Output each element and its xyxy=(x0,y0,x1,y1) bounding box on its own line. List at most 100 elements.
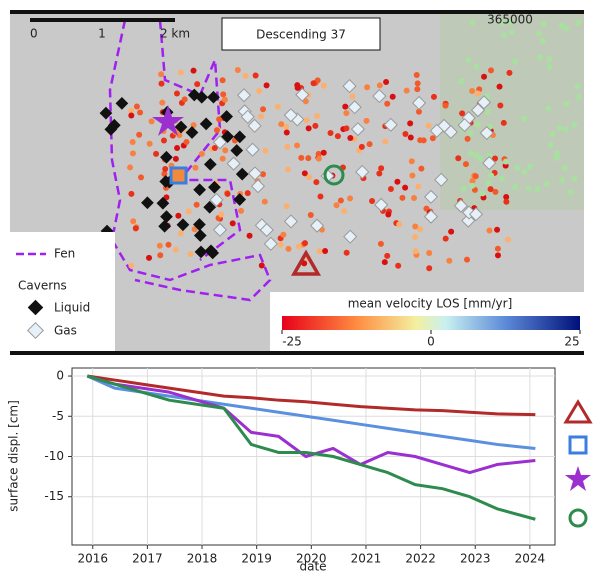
map-dot xyxy=(404,88,410,94)
map-dot xyxy=(378,165,384,171)
colorbar-tick-label: -25 xyxy=(282,335,302,349)
map-dot xyxy=(158,71,164,77)
map-dot xyxy=(544,181,550,187)
legend-label: Fen xyxy=(54,247,75,261)
map-dot xyxy=(465,136,471,142)
map-dot xyxy=(347,195,353,201)
map-dot xyxy=(338,197,344,203)
map-dot xyxy=(497,84,503,90)
map-dot xyxy=(394,179,400,185)
map-dot xyxy=(571,122,577,128)
map-dot xyxy=(286,246,292,252)
map-dot xyxy=(549,131,555,137)
map-dot xyxy=(192,165,198,171)
map-dot xyxy=(162,166,168,172)
map-dot xyxy=(385,211,391,217)
map-dot xyxy=(304,117,310,123)
map-dot xyxy=(173,156,179,162)
map-dot xyxy=(505,237,511,243)
x-tick-label: 2020 xyxy=(296,552,327,566)
map-dot xyxy=(317,194,323,200)
map-dot xyxy=(412,234,418,240)
x-tick-label: 2016 xyxy=(77,552,108,566)
series-symbol xyxy=(570,437,586,453)
map-dot xyxy=(395,263,401,269)
map-dot xyxy=(364,118,370,124)
map-dot xyxy=(455,155,461,161)
map-dot xyxy=(238,208,244,214)
map-dot xyxy=(478,156,484,162)
map-dot xyxy=(322,248,328,254)
map-dot xyxy=(222,97,228,103)
map-dot xyxy=(534,186,540,192)
map-dot xyxy=(402,185,408,191)
map-dot xyxy=(576,94,582,100)
map-dot xyxy=(485,180,491,186)
map-dot xyxy=(220,77,226,83)
map-dot xyxy=(442,103,448,109)
map-dot xyxy=(563,126,569,132)
map-dot xyxy=(128,263,134,269)
legend-heading: Caverns xyxy=(18,279,67,293)
map-dot xyxy=(495,246,501,252)
colorbar-tick-label: 25 xyxy=(564,335,579,349)
map-dot xyxy=(413,248,419,254)
map-dot xyxy=(495,252,501,258)
map-dot xyxy=(262,148,268,154)
map-dot xyxy=(225,191,231,197)
x-tick-label: 2017 xyxy=(132,552,163,566)
map-dot xyxy=(469,183,475,189)
map-dot xyxy=(574,83,580,89)
x-tick-label: 2023 xyxy=(460,552,491,566)
map-dot xyxy=(474,63,480,69)
map-dot xyxy=(480,190,486,196)
map-dot xyxy=(314,113,320,119)
map-dot xyxy=(342,104,348,110)
map-dot xyxy=(458,78,464,84)
map-dot xyxy=(571,175,577,181)
map-dot xyxy=(321,83,327,89)
map-dot xyxy=(382,138,388,144)
map-dot xyxy=(306,125,312,131)
map-dot xyxy=(159,100,165,106)
map-dot xyxy=(503,159,509,165)
map-dot xyxy=(430,135,436,141)
map-dot xyxy=(446,258,452,264)
map-dot xyxy=(194,202,200,208)
map-dot xyxy=(149,118,155,124)
map-dot xyxy=(499,175,505,181)
map-dot xyxy=(559,23,565,29)
map-dot xyxy=(136,132,142,138)
x-tick-label: 2019 xyxy=(241,552,272,566)
map-dot xyxy=(284,203,290,209)
y-tick-label: -10 xyxy=(44,449,64,463)
map-dot xyxy=(547,64,553,70)
map-frame xyxy=(10,351,584,355)
scale-label: 2 km xyxy=(160,27,190,41)
map-dot xyxy=(341,208,347,214)
map-dot xyxy=(173,247,179,253)
map-dot xyxy=(526,185,532,191)
map-dot xyxy=(426,250,432,256)
coordinate-label: 365000 xyxy=(487,13,533,27)
map-dot xyxy=(501,32,507,38)
y-tick-label: -5 xyxy=(52,409,64,423)
map-dot xyxy=(194,81,200,87)
map-dot xyxy=(220,156,226,162)
map-dot xyxy=(448,229,454,235)
map-dot xyxy=(158,81,164,87)
map-dot xyxy=(157,252,163,258)
map-dot xyxy=(540,38,546,44)
map-dot xyxy=(317,248,323,254)
map-dot xyxy=(146,255,152,261)
x-tick-label: 2022 xyxy=(405,552,436,566)
map-dot xyxy=(564,101,570,107)
map-dot xyxy=(383,79,389,85)
map-dot xyxy=(463,161,469,167)
map-dot xyxy=(411,195,417,201)
map-dot xyxy=(488,173,494,179)
series-symbol xyxy=(566,402,590,422)
map-dot xyxy=(475,90,481,96)
map-dot xyxy=(369,198,375,204)
map-dot xyxy=(218,211,224,217)
